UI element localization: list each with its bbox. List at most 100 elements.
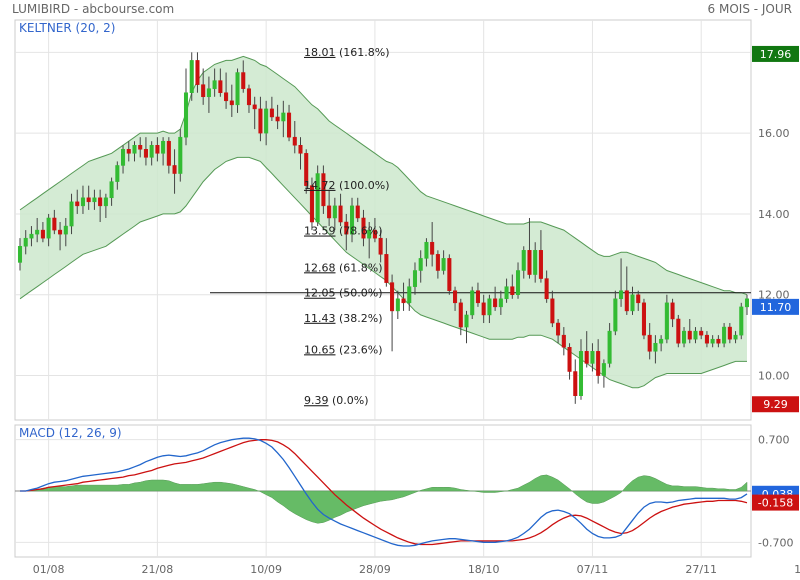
candle [367,222,372,259]
candle-body [298,145,303,154]
candle-body [275,116,280,122]
candle [143,137,148,166]
fib-level-label: 18.01 (161.8%) [304,46,390,59]
candle [630,286,635,315]
candle-body [132,145,137,154]
candle-body [447,258,452,291]
candle [75,189,80,214]
value-badge-bg [752,45,799,62]
macd-y-tick-label: -0.700 [758,536,793,549]
candle-body [40,229,45,239]
candle-body [304,153,309,186]
fib-level-label: 9.39 (0.0%) [304,394,369,407]
candle [487,294,492,324]
x-tick-label: 17/12 [794,563,800,576]
candle [716,335,721,348]
keltner-indicator-label: KELTNER (20, 2) [19,21,115,35]
x-tick-label: 10/09 [250,563,282,576]
macd-histogram-area [20,474,748,524]
candle [538,230,543,283]
candle [424,238,429,267]
candle [527,217,532,279]
candle-body [29,233,34,239]
candle-body [338,205,343,223]
candle [447,254,452,295]
candle [23,230,28,255]
fib-level: 14.72 (100.0%) [304,179,390,192]
value-badge: 17.96 [752,45,799,62]
candle-body [121,149,126,166]
candle [636,290,641,311]
candle-body [515,270,521,295]
candle-body [470,290,475,316]
candle [183,68,189,146]
candle-body [573,371,578,397]
candle [372,217,377,243]
candle-body [46,217,51,239]
candle [189,52,194,101]
candle-body [390,282,395,312]
candle [504,278,509,303]
candle [281,100,286,138]
candle [441,250,446,275]
candle-body [619,290,624,300]
candle [109,177,114,206]
candle [126,141,131,162]
candle [647,323,652,360]
keltner-lower-line [19,156,747,389]
fib-level-label: 12.05 (50.0%) [304,287,383,300]
candle [710,335,715,348]
candle-body [258,108,263,134]
candle-body [35,229,40,235]
candle-body [252,104,257,110]
candle-body [372,229,377,239]
candle [435,250,440,279]
candle-body [23,237,28,247]
candle-body [430,241,435,255]
fib-level-label: 11.43 (38.2%) [304,312,383,325]
candle [172,149,177,194]
candle [624,266,629,315]
candle [573,359,578,404]
fib-level: 13.59 (78.6%) [304,225,383,238]
candle [544,270,549,303]
candle-body [86,197,91,203]
candle-body [544,278,549,300]
candle [687,318,692,344]
candle [722,323,727,348]
candle-body [647,334,652,352]
candle-body [722,326,727,344]
candle [40,222,45,243]
candle [361,209,366,247]
candle-body [744,298,750,308]
candle-body [155,145,160,154]
candle [327,189,332,227]
candle-body [166,140,171,166]
candle [52,209,57,235]
candle-body [349,205,355,235]
candle-body [636,294,641,304]
candle-body [550,298,555,324]
candle [390,274,395,352]
candle [115,161,120,190]
candle-body [607,330,612,364]
x-tick-label: 21/08 [142,563,174,576]
candle-body [584,351,589,364]
candle-body [138,145,143,150]
candle-body [424,241,429,259]
price-y-tick-label: 12.00 [758,289,790,302]
fib-level: 12.68 (61.8%) [304,261,383,274]
candle [395,290,400,319]
candle-body [418,258,423,271]
candle-body [533,250,538,275]
candle [344,213,349,251]
macd-indicator-label: MACD (12, 26, 9) [19,426,122,440]
candle-body [561,334,566,348]
fib-level-label: 10.65 (23.6%) [304,343,383,356]
candle [258,96,263,142]
candle-body [590,351,595,364]
candle [550,290,555,328]
candle [744,294,750,315]
candle [670,298,675,328]
